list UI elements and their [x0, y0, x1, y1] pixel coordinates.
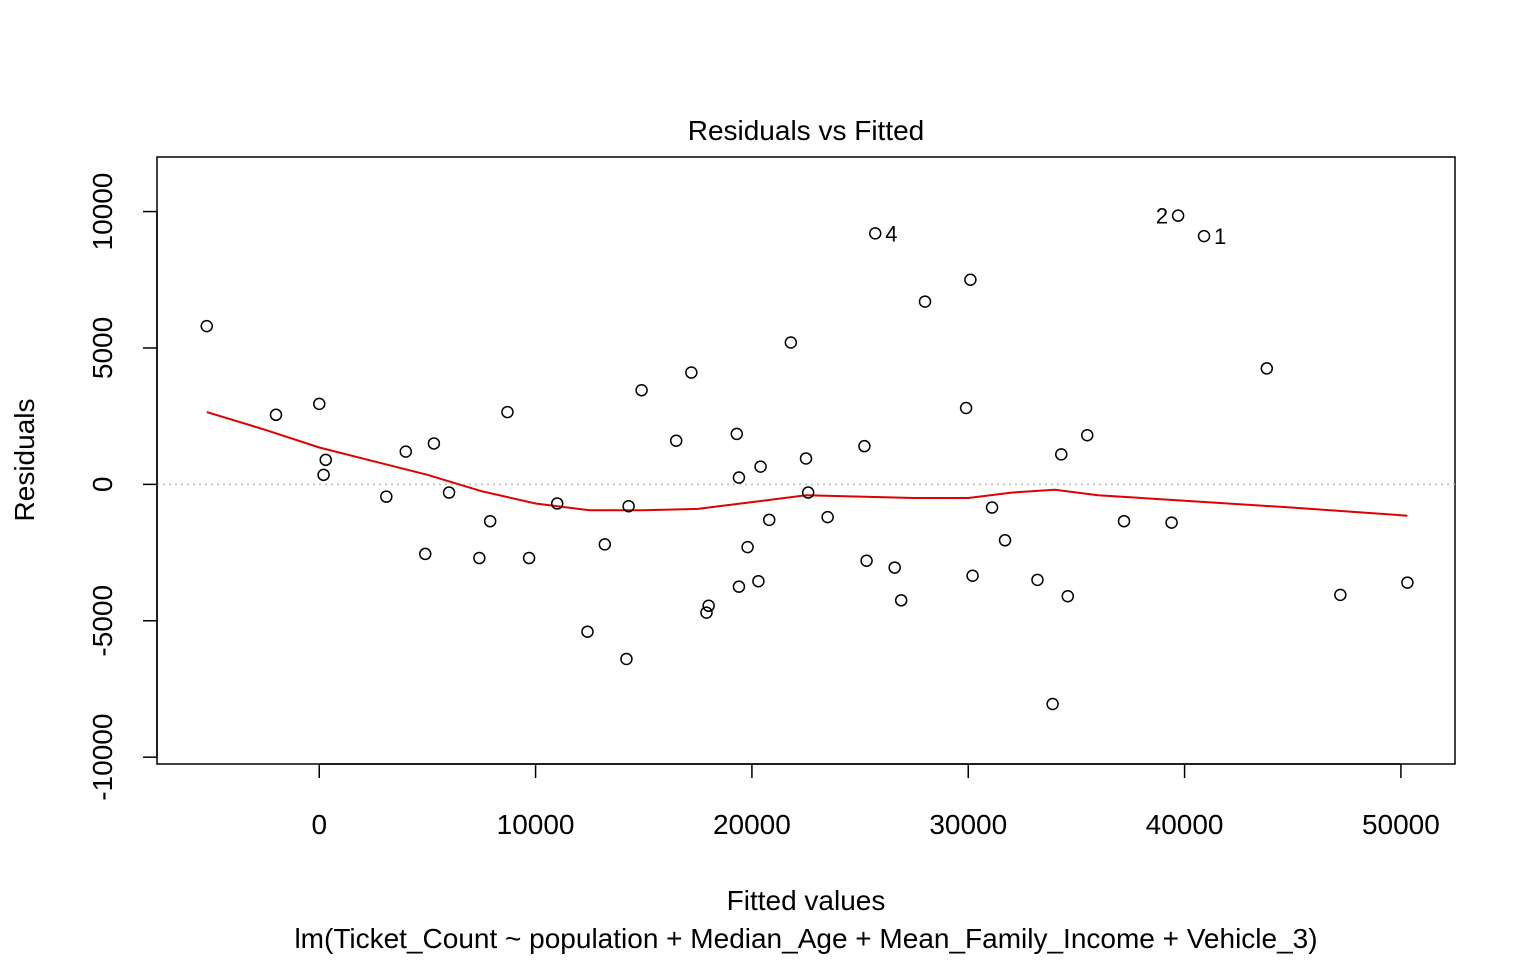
y-axis-label: Residuals	[9, 399, 40, 522]
data-point	[784, 336, 798, 349]
data-point	[1080, 429, 1094, 442]
data-point	[501, 405, 514, 419]
data-point	[985, 501, 999, 514]
data-point	[419, 547, 432, 561]
data-point	[801, 486, 815, 499]
x-tick-label: 30000	[929, 809, 1007, 840]
point-label: 4	[885, 221, 897, 246]
data-point	[598, 538, 612, 551]
data-point	[317, 468, 330, 482]
data-point	[964, 273, 977, 287]
data-point	[754, 460, 767, 473]
data-point	[1117, 514, 1131, 528]
data-point	[427, 437, 441, 450]
x-tick-label: 10000	[497, 809, 575, 840]
data-point	[473, 551, 486, 565]
data-point	[821, 510, 834, 524]
data-point	[1055, 448, 1068, 461]
plot-frame	[156, 156, 1456, 765]
data-point	[732, 580, 746, 593]
data-point	[998, 534, 1012, 547]
y-tick-label: 5000	[87, 317, 118, 379]
y-tick-label: 10000	[87, 173, 118, 251]
x-tick-label: 40000	[1146, 809, 1224, 840]
point-label: 1	[1214, 224, 1226, 249]
data-point	[888, 561, 901, 574]
data-point	[581, 625, 594, 638]
data-point	[894, 594, 908, 607]
data-point	[1260, 362, 1274, 375]
data-point	[622, 499, 635, 513]
data-point	[685, 366, 698, 379]
model-formula-subtitle: lm(Ticket_Count ~ population + Median_Ag…	[294, 923, 1317, 954]
data-point	[1171, 209, 1185, 222]
x-tick-label: 50000	[1362, 809, 1440, 840]
residual-points: 4 2 1	[200, 204, 1414, 711]
data-point	[1334, 588, 1347, 602]
data-point	[635, 384, 648, 397]
data-point	[799, 452, 813, 465]
data-point	[442, 486, 456, 499]
data-point	[959, 401, 973, 415]
y-tick-label: -10000	[87, 714, 118, 801]
data-point	[702, 599, 715, 613]
data-point	[269, 408, 283, 422]
data-point	[1165, 516, 1178, 529]
data-point	[966, 569, 979, 583]
data-point	[1061, 589, 1075, 603]
y-tick-label: 0	[87, 477, 118, 493]
data-point	[732, 471, 746, 484]
data-point	[752, 574, 765, 588]
x-tick-label: 0	[311, 809, 327, 840]
chart-title: Residuals vs Fitted	[688, 115, 925, 146]
point-label: 2	[1156, 204, 1168, 229]
data-point	[858, 439, 871, 453]
data-point	[522, 551, 536, 565]
x-axis-label: Fitted values	[727, 885, 886, 916]
data-point	[860, 554, 873, 568]
data-point	[700, 606, 713, 619]
data-point	[399, 445, 413, 458]
smoother-line	[206, 411, 1408, 517]
y-tick-label: -5000	[87, 585, 118, 657]
x-tick-label: 20000	[713, 809, 791, 840]
data-point	[669, 434, 683, 447]
data-point	[1031, 573, 1044, 587]
data-point	[741, 540, 754, 554]
data-point	[762, 513, 776, 527]
data-point	[550, 497, 564, 510]
data-point	[918, 295, 932, 308]
x-axis: 0 10000 20000 30000 40000 50000	[311, 763, 1440, 840]
data-point	[483, 514, 497, 528]
data-point	[319, 453, 332, 467]
data-point	[1197, 229, 1211, 243]
data-point	[1401, 576, 1414, 589]
data-point	[868, 227, 882, 240]
data-point	[380, 490, 393, 503]
data-point	[200, 319, 214, 333]
data-point	[730, 427, 744, 441]
data-point	[620, 652, 633, 666]
y-axis: -10000 -5000 0 5000 10000	[87, 173, 158, 801]
data-point	[313, 397, 326, 411]
data-point	[1046, 697, 1059, 711]
